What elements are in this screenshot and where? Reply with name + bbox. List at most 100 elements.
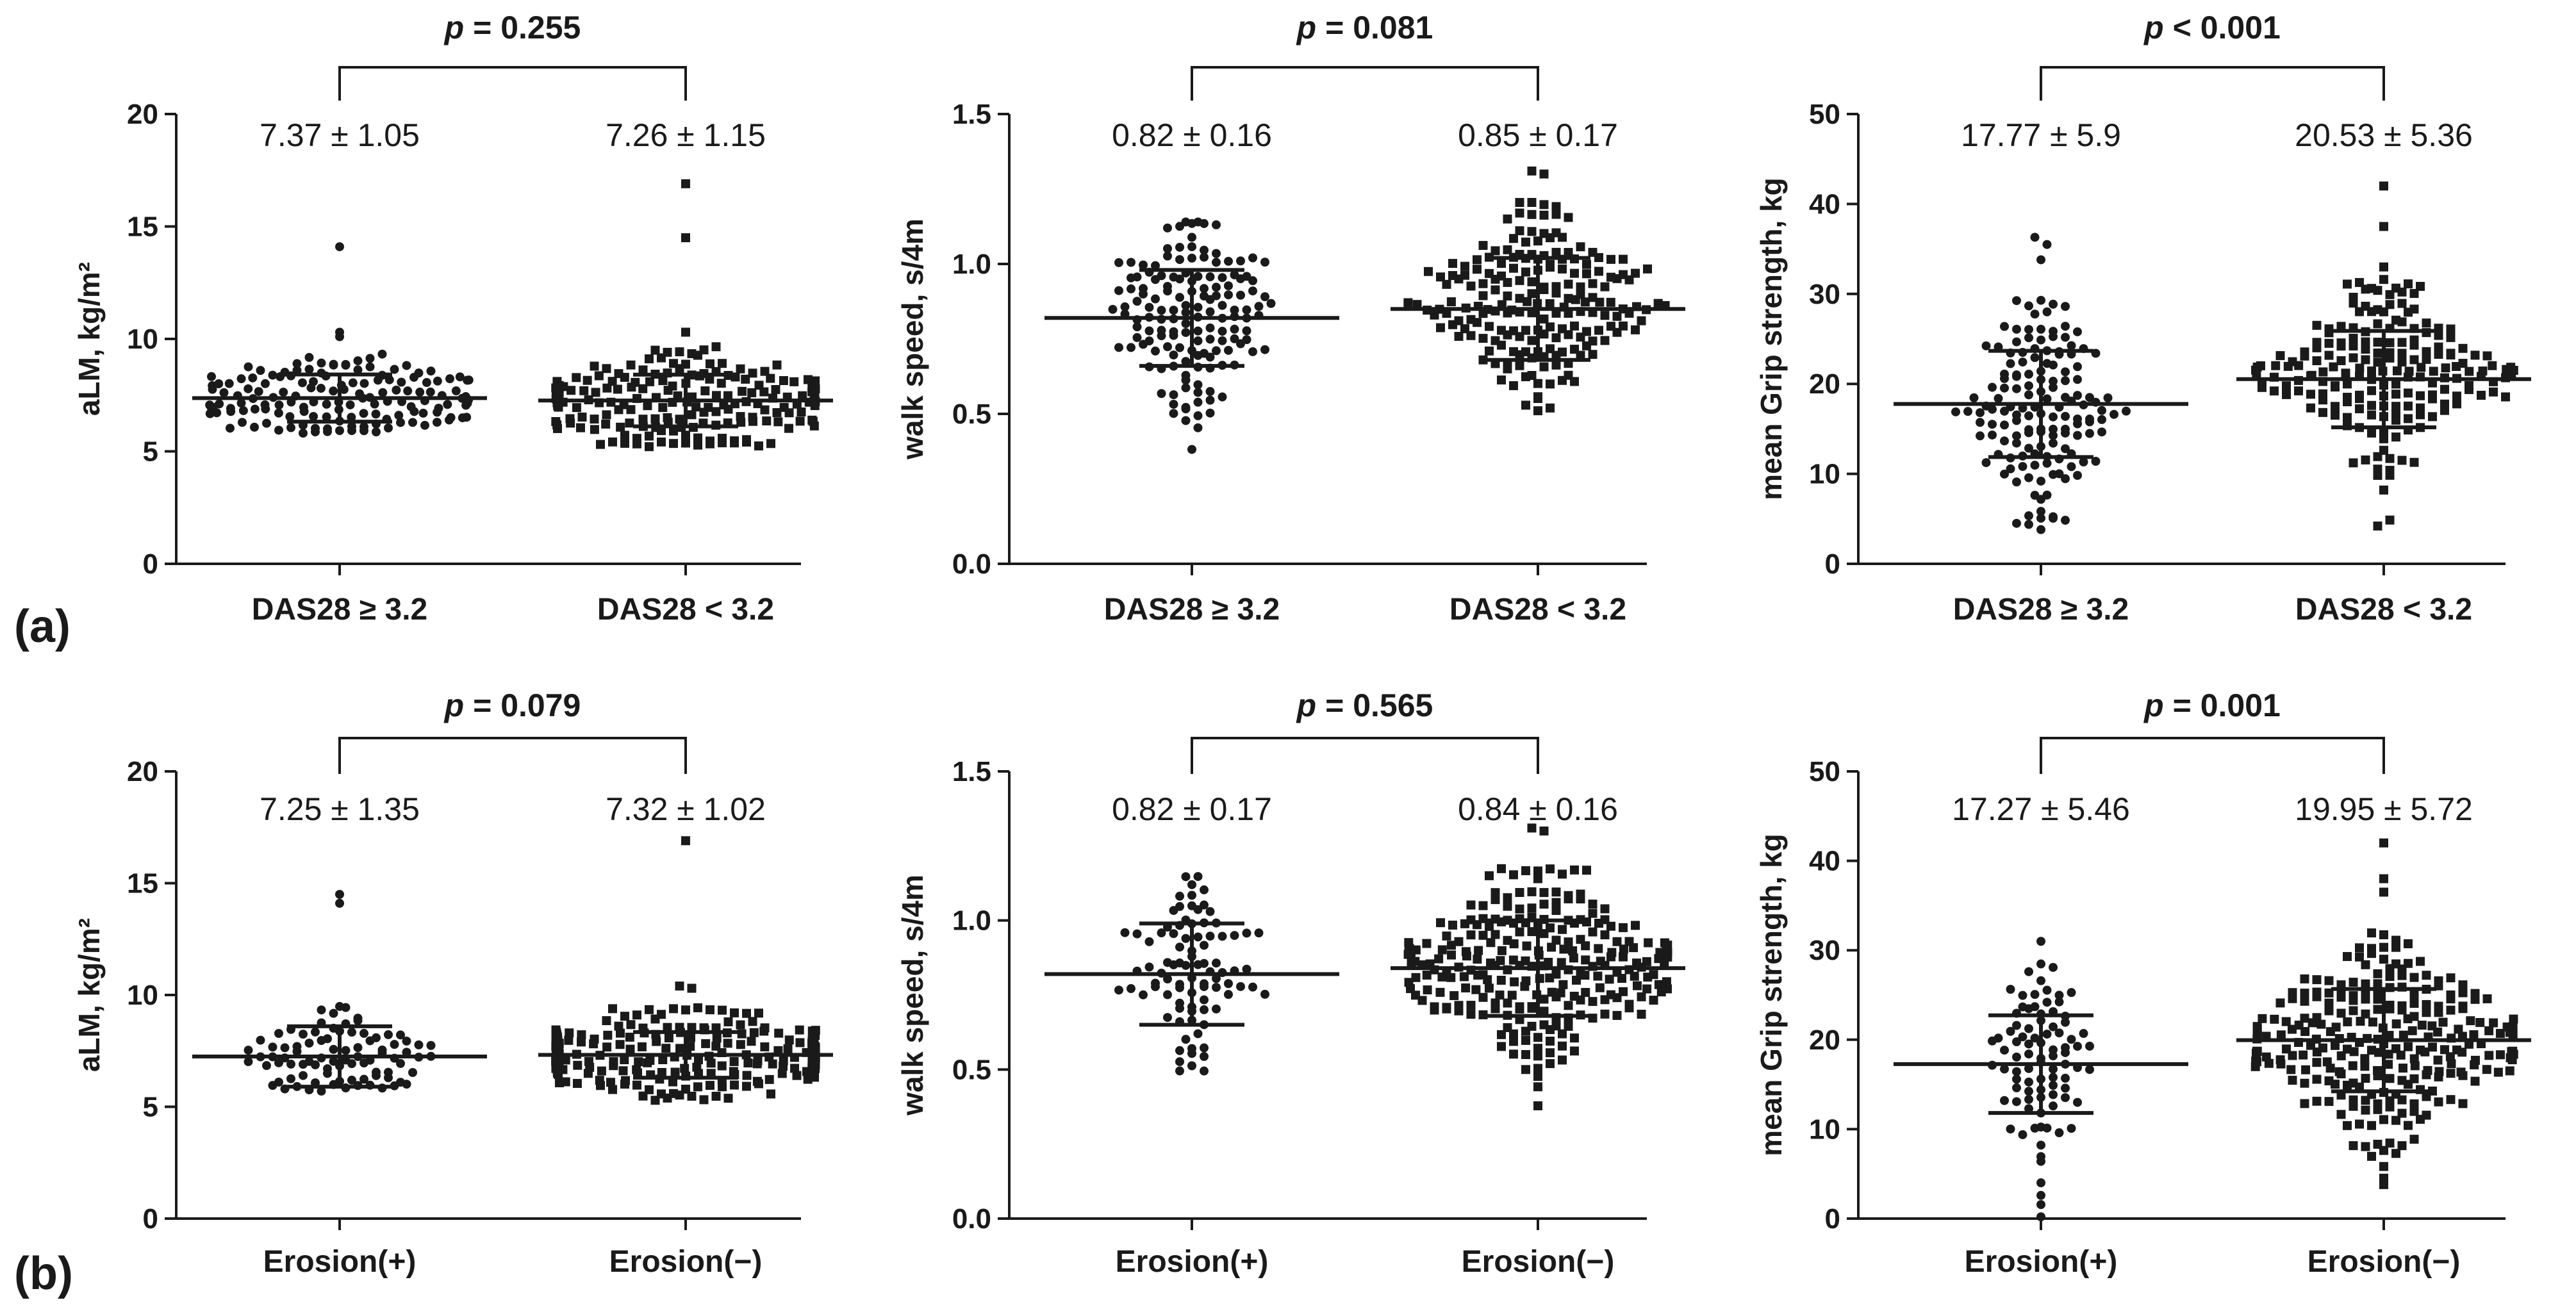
data-point bbox=[1478, 355, 1488, 365]
data-point bbox=[2067, 462, 2076, 472]
data-point bbox=[2422, 971, 2431, 980]
data-point bbox=[2466, 1016, 2475, 1026]
data-point bbox=[1144, 326, 1154, 336]
data-point bbox=[1193, 388, 1203, 397]
data-point bbox=[723, 1017, 733, 1026]
data-point bbox=[2505, 1066, 2514, 1076]
data-point bbox=[1205, 395, 1215, 405]
data-point bbox=[1594, 944, 1603, 953]
data-point bbox=[1151, 294, 1160, 304]
data-point bbox=[1478, 241, 1488, 251]
data-point bbox=[779, 1062, 788, 1071]
data-point bbox=[795, 1038, 805, 1048]
data-point bbox=[2024, 1077, 2033, 1087]
data-point bbox=[1570, 1046, 1579, 1056]
data-point bbox=[1606, 921, 1615, 931]
data-point bbox=[2391, 402, 2400, 411]
data-point bbox=[2391, 432, 2400, 442]
p-symbol: p bbox=[1296, 687, 1317, 723]
data-point bbox=[1600, 282, 1610, 292]
data-point bbox=[2422, 1008, 2431, 1017]
data-point bbox=[1539, 314, 1549, 324]
data-point bbox=[2373, 452, 2382, 461]
data-point bbox=[279, 388, 288, 397]
data-point bbox=[1200, 218, 1209, 228]
data-point bbox=[1546, 262, 1555, 272]
data-point bbox=[1442, 309, 1451, 318]
data-point bbox=[2367, 428, 2376, 438]
data-point bbox=[803, 375, 813, 384]
data-point bbox=[2454, 1024, 2463, 1034]
data-point bbox=[2343, 379, 2352, 389]
data-point bbox=[1218, 300, 1227, 310]
data-point bbox=[1653, 299, 1663, 308]
data-point bbox=[1564, 894, 1573, 903]
data-point bbox=[2361, 455, 2370, 464]
data-point bbox=[2379, 887, 2388, 897]
data-point bbox=[2373, 286, 2382, 295]
data-point bbox=[2470, 350, 2480, 360]
data-point bbox=[2061, 367, 2070, 377]
data-point bbox=[554, 1057, 563, 1067]
data-point bbox=[2036, 495, 2045, 504]
data-point bbox=[2458, 980, 2468, 990]
data-point bbox=[681, 431, 690, 440]
data-point bbox=[2360, 1062, 2370, 1071]
data-point bbox=[2061, 516, 2070, 525]
data-point bbox=[2312, 1058, 2322, 1067]
data-point bbox=[1175, 242, 1184, 252]
data-point bbox=[2049, 299, 2058, 309]
data-point bbox=[2361, 337, 2370, 347]
data-point bbox=[373, 375, 383, 385]
data-point bbox=[2409, 1135, 2419, 1144]
data-point bbox=[1218, 932, 1227, 941]
data-point bbox=[1187, 891, 1196, 900]
category-label: DAS28 < 3.2 bbox=[597, 593, 774, 627]
data-point bbox=[766, 374, 775, 383]
data-point bbox=[1430, 1005, 1439, 1015]
data-point bbox=[2073, 431, 2082, 440]
data-point bbox=[2061, 1017, 2070, 1027]
data-point bbox=[771, 384, 780, 394]
data-point bbox=[2073, 327, 2082, 336]
data-point bbox=[1576, 333, 1585, 342]
data-point bbox=[2000, 436, 2009, 446]
data-point bbox=[2006, 359, 2015, 368]
data-point bbox=[1260, 989, 1269, 999]
data-point bbox=[1437, 972, 1447, 982]
data-point bbox=[2379, 1162, 2388, 1171]
y-tick-label: 0 bbox=[143, 1203, 158, 1235]
y-tick-label: 15 bbox=[127, 211, 158, 243]
data-point bbox=[1181, 960, 1191, 970]
data-point bbox=[1612, 993, 1622, 1003]
data-point bbox=[2030, 990, 2040, 999]
data-point bbox=[1151, 346, 1160, 356]
data-point bbox=[602, 410, 611, 420]
data-point bbox=[433, 418, 442, 427]
data-point bbox=[2012, 384, 2021, 393]
data-point bbox=[645, 377, 655, 386]
data-point bbox=[2024, 1039, 2033, 1049]
data-point bbox=[1515, 293, 1524, 303]
data-point bbox=[764, 1074, 774, 1084]
data-point bbox=[1558, 1055, 1567, 1065]
data-point bbox=[415, 388, 425, 397]
data-point bbox=[1442, 279, 1451, 289]
data-point bbox=[2397, 317, 2407, 327]
data-point bbox=[2287, 1024, 2297, 1034]
data-point bbox=[589, 1039, 599, 1049]
data-point bbox=[1521, 267, 1530, 277]
p-symbol: p bbox=[443, 10, 465, 45]
data-point bbox=[700, 386, 710, 396]
data-point bbox=[1485, 346, 1494, 356]
data-point bbox=[1200, 284, 1209, 293]
data-point bbox=[238, 406, 248, 415]
data-point bbox=[2018, 462, 2027, 472]
data-point bbox=[2373, 348, 2382, 358]
data-point bbox=[2440, 384, 2449, 394]
data-point bbox=[445, 415, 454, 425]
data-point bbox=[2385, 515, 2395, 525]
data-point bbox=[1200, 1051, 1209, 1061]
data-point bbox=[1976, 418, 1985, 427]
data-point bbox=[1551, 935, 1561, 945]
